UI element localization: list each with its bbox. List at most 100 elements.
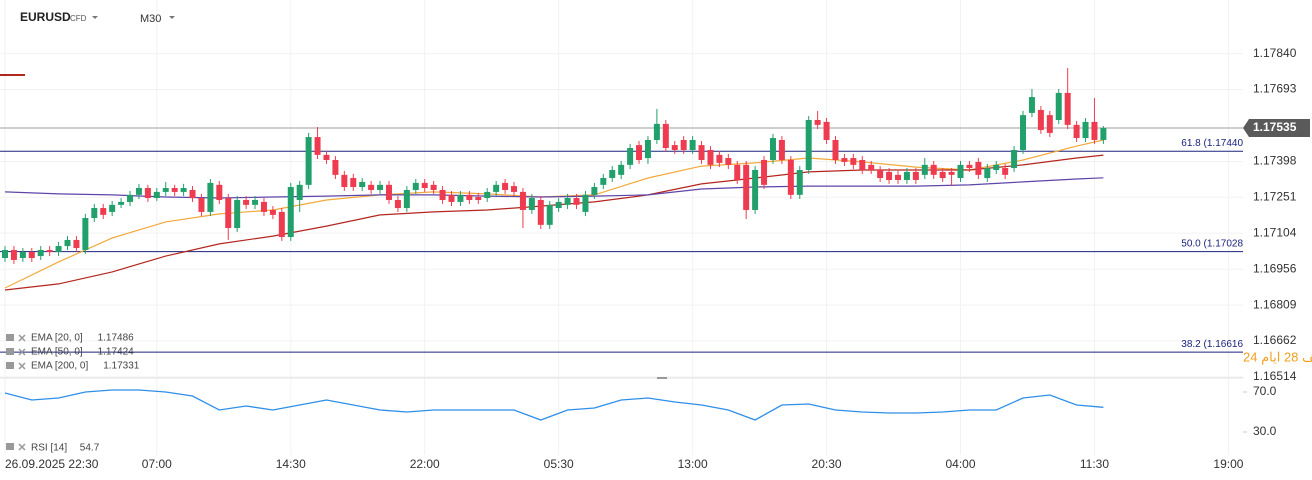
- y-tick-label: 1.16956: [1253, 261, 1297, 275]
- candle-body: [493, 184, 500, 192]
- candle-body: [403, 189, 410, 209]
- candle-body: [287, 187, 294, 238]
- candle-body: [877, 169, 884, 179]
- candle-body: [127, 194, 134, 202]
- candle-body: [412, 182, 419, 190]
- candle-body: [921, 164, 928, 175]
- candle-body: [91, 208, 98, 219]
- legend-close[interactable]: [18, 334, 26, 342]
- candle-body: [573, 198, 580, 205]
- x-tick-label: 22:00: [410, 457, 440, 471]
- candle-body: [680, 139, 687, 150]
- candle-body: [448, 194, 455, 202]
- rsi-line: [4, 389, 1104, 421]
- candle-body: [975, 161, 982, 175]
- candle-body: [841, 158, 848, 162]
- candle-body: [903, 171, 910, 180]
- candle-body: [966, 164, 973, 169]
- candle-body: [1100, 128, 1107, 140]
- candle-body: [778, 139, 785, 160]
- rsi-name: RSI [14]: [31, 443, 67, 454]
- candle-body: [394, 199, 401, 209]
- candle-body: [189, 189, 196, 199]
- candle-body: [323, 154, 330, 160]
- candle-body: [28, 251, 35, 259]
- legend-close[interactable]: [18, 443, 26, 451]
- candle-body: [886, 171, 893, 180]
- candle-body: [1064, 92, 1071, 125]
- candle-body: [180, 188, 187, 192]
- dropdown-icon[interactable]: [169, 16, 175, 19]
- candle-body: [46, 249, 53, 252]
- legend-icon[interactable]: [6, 362, 14, 369]
- candle-body: [100, 208, 107, 215]
- timeframe[interactable]: M30: [140, 13, 161, 25]
- candle-body: [1091, 121, 1098, 140]
- rsi-value: 54.7: [80, 443, 100, 454]
- rsi-panel: 70.0 30.0 RSI [14] 54.7: [4, 384, 1277, 454]
- candle-body: [341, 174, 348, 188]
- candle-body: [314, 137, 321, 155]
- candle-body: [260, 201, 267, 212]
- candle-body: [278, 211, 285, 238]
- y-tick-label: 1.17840: [1253, 46, 1297, 60]
- x-tick-label: 04:00: [945, 457, 975, 471]
- candle-body: [73, 239, 80, 249]
- candle-body: [814, 119, 821, 125]
- candle-body: [636, 145, 643, 160]
- candle-body: [305, 137, 312, 185]
- candle-body: [377, 184, 384, 190]
- candle-body: [37, 249, 44, 257]
- candle-body: [859, 159, 866, 170]
- candle-body: [457, 194, 464, 202]
- candle-body: [332, 159, 339, 175]
- symbol[interactable]: EURUSD: [20, 10, 71, 24]
- candle-body: [10, 249, 17, 260]
- y-tick-label: 1.16809: [1253, 297, 1297, 311]
- candle-body: [948, 171, 955, 175]
- fibonacci-label: 50.0 (1.17028: [1181, 238, 1243, 249]
- x-tick-label: 13:00: [678, 457, 708, 471]
- x-tick-label: 14:30: [276, 457, 306, 471]
- candle-body: [368, 184, 375, 190]
- candle-body: [761, 159, 768, 185]
- candle-body: [1055, 92, 1062, 120]
- candle-body: [930, 164, 937, 175]
- candle-body: [118, 201, 125, 205]
- header[interactable]: EURUSD CFD M30: [20, 10, 175, 25]
- candle-body: [171, 188, 178, 192]
- candle-body: [528, 198, 535, 210]
- legend-icon[interactable]: [6, 443, 14, 450]
- candle-body: [993, 164, 1000, 170]
- candle-body: [671, 145, 678, 150]
- candle-body: [743, 164, 750, 210]
- candle-body: [832, 139, 839, 160]
- candle-body: [430, 184, 437, 190]
- dropdown-icon[interactable]: [92, 16, 98, 19]
- candle-body: [662, 123, 669, 149]
- candle-body: [984, 168, 991, 179]
- legend-icon[interactable]: [6, 348, 14, 355]
- candle-body: [511, 186, 518, 192]
- candle-body: [243, 199, 250, 205]
- legend-icon[interactable]: [6, 334, 14, 341]
- candle-body: [591, 187, 598, 195]
- candle-body: [796, 169, 803, 195]
- candle-body: [421, 182, 428, 189]
- candle-body: [698, 145, 705, 160]
- candle-body: [805, 119, 812, 170]
- y-tick-label: 1.17104: [1253, 225, 1297, 239]
- candle-body: [752, 169, 759, 210]
- grid: [0, 0, 1243, 455]
- legend-value: 1.17331: [103, 361, 140, 372]
- candle-body: [823, 121, 830, 140]
- y-tick-label: 1.17693: [1253, 82, 1297, 96]
- candle-body: [644, 139, 651, 159]
- candle-body: [1073, 124, 1080, 139]
- legend-close[interactable]: [18, 348, 26, 356]
- legend-close[interactable]: [18, 362, 26, 370]
- legend-value: 1.17424: [98, 347, 135, 358]
- candle-body: [939, 171, 946, 179]
